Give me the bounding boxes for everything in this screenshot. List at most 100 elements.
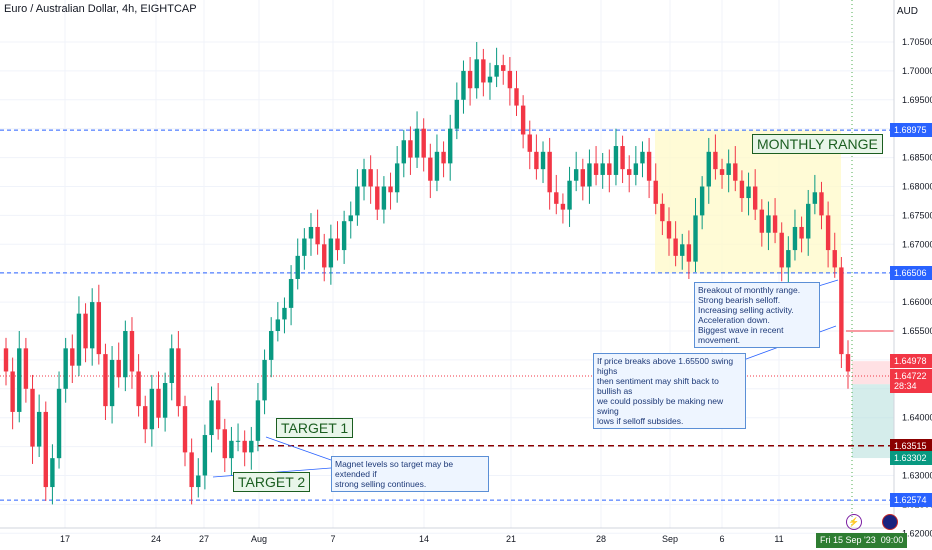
candle [10, 357, 15, 430]
currency-label: AUD [896, 6, 918, 17]
candle-body [282, 307, 287, 320]
calendar-flag-icon[interactable] [882, 514, 898, 530]
candle-body [713, 151, 718, 170]
candle [514, 70, 519, 116]
candle-body [560, 203, 566, 210]
candle [567, 166, 572, 227]
candle-body [799, 226, 804, 239]
candle [640, 141, 645, 178]
candle [481, 48, 486, 97]
candle [355, 169, 360, 226]
candle [116, 342, 121, 388]
candle-body [302, 238, 307, 256]
monthly-range-label[interactable]: MONTHLY RANGE [752, 134, 883, 154]
candle [534, 134, 539, 180]
candle-body [779, 232, 784, 268]
candle [428, 143, 433, 199]
candle [620, 135, 625, 184]
candle-body [50, 458, 55, 488]
candle-body [646, 151, 652, 181]
candle-body [381, 186, 387, 210]
candle-body [540, 151, 546, 170]
candle-body [494, 65, 499, 77]
x-tick-label: 28 [596, 534, 606, 544]
candle-body [335, 238, 340, 251]
target-1-label[interactable]: TARGET 1 [276, 418, 354, 438]
candle [799, 216, 804, 253]
candle [322, 233, 327, 282]
candle-body [507, 70, 513, 89]
short-risk-zone [852, 361, 894, 385]
candle-body [30, 388, 35, 447]
candle [401, 129, 406, 178]
x-tick-label: 14 [419, 534, 429, 544]
candle [43, 401, 48, 501]
short-target-zone [852, 384, 894, 459]
candle-body [3, 348, 9, 372]
candle-body [10, 371, 15, 412]
candle-body [607, 163, 612, 175]
candle [348, 201, 353, 239]
candle [554, 174, 559, 215]
candle-body [169, 348, 174, 384]
candle [182, 395, 188, 467]
candle-body [666, 221, 672, 239]
candle-body [421, 128, 426, 158]
candle-body [719, 169, 725, 175]
y-tick-label: 1.68500 [902, 153, 932, 163]
swing-high-note[interactable]: If price breaks above 1.65500 swing high… [593, 353, 746, 429]
x-tick-label: Sep [662, 534, 678, 544]
candle-body [547, 151, 552, 193]
candle-body [759, 209, 765, 233]
candle [494, 47, 499, 88]
x-tick-label: 17 [60, 534, 70, 544]
candle-body [620, 146, 625, 170]
candle [580, 158, 586, 201]
candle [845, 340, 851, 389]
candle-body [613, 146, 619, 175]
candle-body [43, 411, 48, 488]
breakout-note[interactable]: Breakout of monthly range. Strong bearis… [694, 282, 820, 348]
candle [666, 207, 672, 256]
candle [680, 233, 685, 270]
candle-body [222, 429, 227, 459]
price-label-range-top: 1.68975 [890, 123, 932, 138]
candle-body [235, 440, 241, 442]
x-tick-label: 21 [506, 534, 516, 544]
candle [381, 176, 387, 224]
candle [268, 317, 274, 378]
y-tick-label: 1.64000 [902, 413, 932, 423]
candle [149, 374, 155, 447]
candle [593, 146, 599, 186]
candle [487, 62, 493, 100]
candle [573, 151, 579, 192]
candle [36, 394, 42, 458]
candle [448, 114, 453, 181]
target-2-label[interactable]: TARGET 2 [233, 472, 311, 492]
candle [262, 349, 267, 415]
candle-body [739, 180, 745, 199]
candle-body [467, 70, 473, 89]
candle [328, 224, 334, 285]
alert-icon[interactable]: ⚡ [846, 514, 862, 530]
candle [739, 170, 745, 212]
price-current: 1.64722 28:34 [890, 368, 932, 393]
date-badge-time: 09:00 [880, 535, 904, 545]
candle-body [806, 203, 811, 239]
magnet-note[interactable]: Magnet levels so target may be extended … [331, 456, 489, 492]
candle-body [746, 186, 751, 199]
candle-body [448, 128, 453, 164]
candle-body [196, 475, 201, 488]
candle-body [653, 180, 658, 204]
candle-body [83, 313, 88, 349]
candle-body [322, 244, 327, 268]
candle-body [355, 186, 360, 216]
candle-body [686, 244, 692, 262]
candle [196, 458, 201, 498]
candle [812, 174, 818, 215]
candle [96, 284, 102, 365]
y-tick-label: 1.65500 [902, 326, 932, 336]
candle-body [832, 250, 837, 268]
candle [713, 134, 718, 180]
candle-body [487, 76, 493, 83]
